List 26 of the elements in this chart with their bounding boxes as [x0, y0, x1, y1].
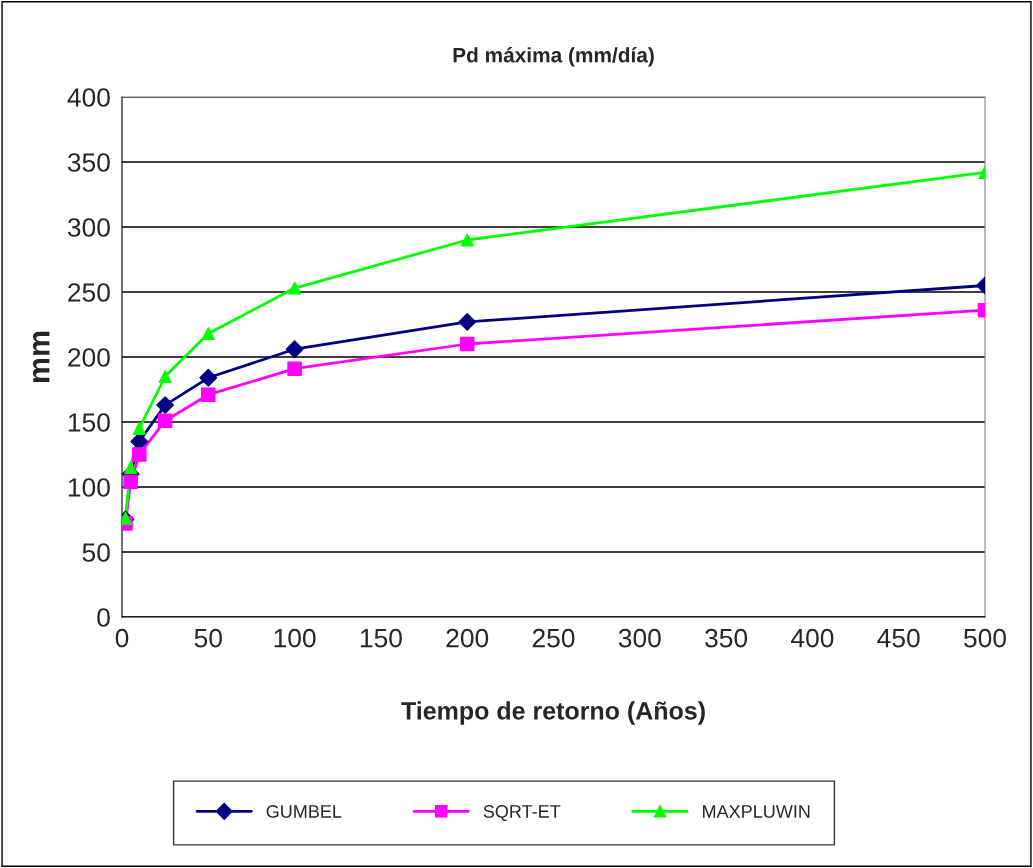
- x-tick-label: 0: [115, 628, 129, 648]
- y-tick-label: 200: [68, 348, 110, 367]
- chart-title: Pd máxima (mm/día): [453, 47, 654, 67]
- y-tick-label: 150: [68, 413, 110, 432]
- y-tick-label: 100: [68, 478, 110, 497]
- x-tick-label: 450: [877, 628, 920, 648]
- y-tick-label: 400: [67, 88, 110, 107]
- x-tick-label: 300: [618, 628, 661, 648]
- y-tick-label: 0: [97, 608, 110, 627]
- y-tick-label: 350: [67, 153, 110, 172]
- x-tick-label: 50: [194, 628, 222, 648]
- x-tick-label: 500: [964, 628, 1006, 648]
- x-tick-label: 200: [446, 628, 489, 648]
- x-tick-label: 100: [274, 628, 316, 648]
- y-tick-label: 300: [67, 218, 110, 237]
- x-tick-label: 250: [532, 628, 575, 648]
- x-tick-label: 150: [360, 628, 402, 648]
- legend-label: SQRT-ET: [483, 805, 561, 822]
- x-tick-label: 400: [790, 628, 834, 648]
- x-tick-label: 350: [705, 628, 748, 648]
- legend-label: GUMBEL: [266, 805, 342, 818]
- y-tick-label: 250: [68, 283, 110, 302]
- legend-label: MAXPLUWIN: [703, 805, 810, 818]
- y-axis-title: mm: [32, 331, 50, 383]
- y-tick-label: 50: [82, 543, 110, 562]
- x-axis-title: Tiempo de retorno (Años): [401, 701, 705, 725]
